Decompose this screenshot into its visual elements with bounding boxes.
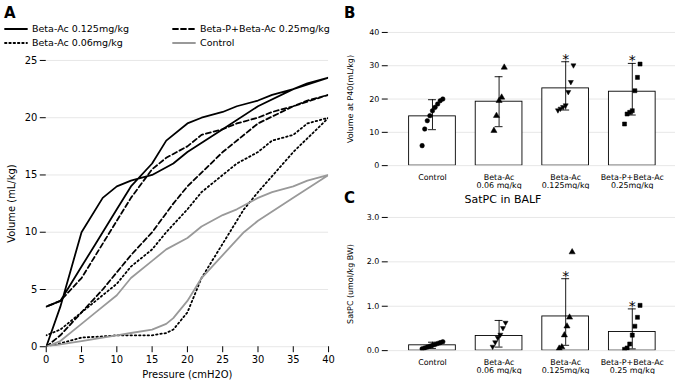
svg-text:30: 30 (252, 354, 265, 365)
svg-text:20: 20 (181, 354, 194, 365)
svg-text:Volume at P40(mL/kg): Volume at P40(mL/kg) (346, 55, 355, 143)
svg-text:Beta-Ac0.06 mg/kg: Beta-Ac0.06 mg/kg (476, 173, 521, 189)
svg-text:Beta-P+Beta-Ac0.25 mg/kg: Beta-P+Beta-Ac0.25 mg/kg (601, 358, 664, 374)
html-text:B: B (344, 4, 356, 22)
svg-text:0.0: 0.0 (367, 346, 380, 355)
svg-text:15: 15 (146, 354, 159, 365)
svg-text:40: 40 (369, 28, 379, 37)
svg-text:Control: Control (418, 358, 447, 367)
svg-text:*: * (629, 52, 636, 68)
svg-text:0: 0 (31, 341, 37, 352)
svg-text:Beta-Ac0.125mg/kg: Beta-Ac0.125mg/kg (542, 358, 590, 374)
svg-text:15: 15 (25, 169, 38, 180)
html-text:Beta-P+Beta-Ac 0.25mg/kg: Beta-P+Beta-Ac 0.25mg/kg (200, 23, 330, 34)
svg-text:SatPC (umol/kg BW): SatPC (umol/kg BW) (346, 244, 355, 324)
svg-text:2.0: 2.0 (367, 257, 380, 266)
svg-text:20: 20 (25, 112, 38, 123)
svg-text:1.0: 1.0 (367, 302, 380, 311)
html-text:C: C (344, 189, 355, 207)
html-text:A: A (4, 4, 16, 22)
svg-text:Volume (mL/kg): Volume (mL/kg) (6, 164, 17, 243)
html-text:Beta-Ac 0.06mg/kg: Beta-Ac 0.06mg/kg (32, 37, 123, 48)
svg-text:5: 5 (78, 354, 84, 365)
svg-text:0: 0 (43, 354, 49, 365)
svg-text:0: 0 (374, 161, 379, 170)
html-text:Beta-Ac 0.125mg/kg: Beta-Ac 0.125mg/kg (32, 23, 129, 34)
svg-text:Beta-Ac0.125mg/kg: Beta-Ac0.125mg/kg (542, 173, 590, 189)
svg-text:5: 5 (31, 284, 37, 295)
svg-text:40: 40 (322, 354, 335, 365)
svg-text:*: * (562, 51, 569, 67)
svg-text:10: 10 (369, 128, 379, 137)
svg-text:*: * (562, 268, 569, 284)
svg-text:25: 25 (25, 55, 38, 66)
svg-text:35: 35 (287, 354, 300, 365)
svg-text:Control: Control (418, 173, 447, 182)
svg-text:Beta-Ac0.06 mg/kg: Beta-Ac0.06 mg/kg (476, 358, 521, 374)
svg-text:3.0: 3.0 (367, 213, 380, 222)
svg-text:20: 20 (369, 95, 379, 104)
svg-text:Pressure (cmH2O): Pressure (cmH2O) (142, 369, 232, 380)
html-text:SatPC in BALF: SatPC in BALF (464, 193, 542, 206)
svg-text:30: 30 (369, 61, 379, 70)
svg-text:*: * (629, 298, 636, 314)
svg-text:Beta-P+Beta-Ac0.25mg/kg: Beta-P+Beta-Ac0.25mg/kg (601, 173, 664, 189)
svg-text:10: 10 (25, 226, 38, 237)
svg-text:10: 10 (111, 354, 124, 365)
svg-text:25: 25 (216, 354, 229, 365)
html-text:Control: Control (200, 37, 235, 48)
